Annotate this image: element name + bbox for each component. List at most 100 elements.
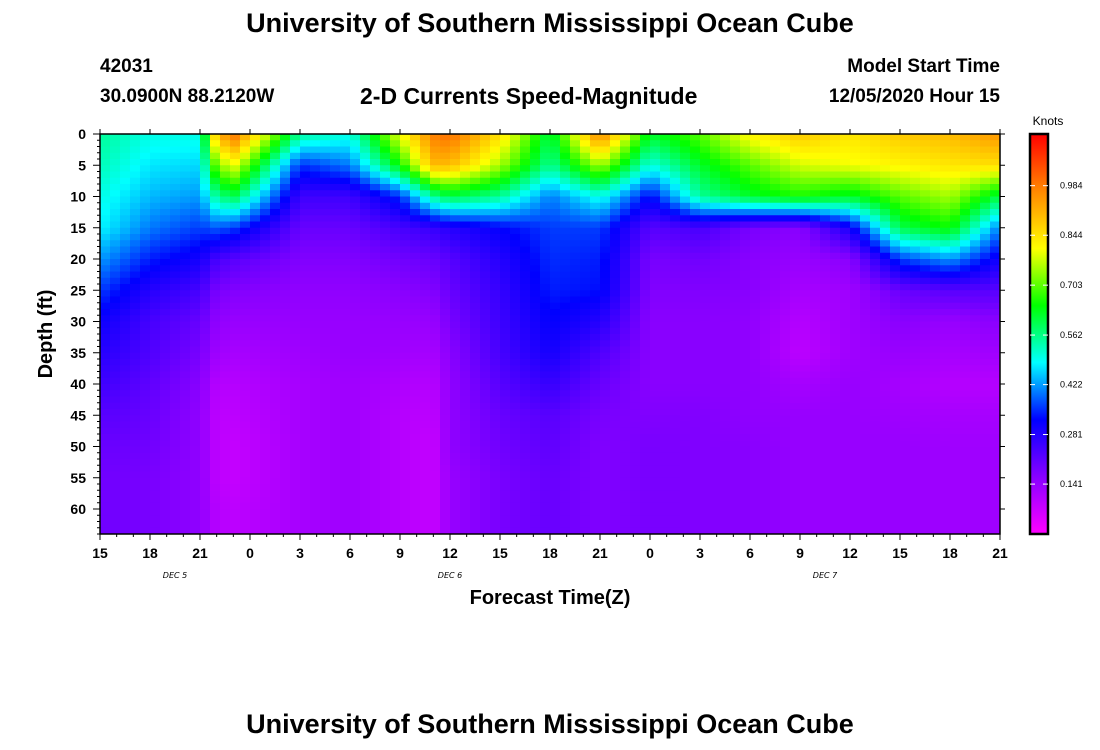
heatmap-cell bbox=[620, 465, 631, 472]
heatmap-cell bbox=[380, 327, 391, 335]
heatmap-cell bbox=[200, 415, 211, 422]
heatmap-cell bbox=[380, 221, 391, 229]
heatmap-cell bbox=[490, 296, 501, 304]
heatmap-cell bbox=[430, 340, 441, 347]
heatmap-cell bbox=[750, 434, 761, 441]
heatmap-cell bbox=[260, 290, 271, 297]
heatmap-cell bbox=[530, 190, 541, 197]
heatmap-cell bbox=[770, 152, 781, 160]
heatmap-cell bbox=[580, 490, 591, 497]
heatmap-cell bbox=[800, 190, 811, 197]
heatmap-cell bbox=[410, 427, 421, 435]
heatmap-cell bbox=[260, 415, 271, 422]
heatmap-cell bbox=[390, 509, 401, 516]
heatmap-cell bbox=[800, 140, 811, 147]
heatmap-cell bbox=[350, 346, 361, 354]
heatmap-cell bbox=[300, 277, 311, 285]
heatmap-cell bbox=[260, 459, 271, 466]
heatmap-cell bbox=[290, 227, 301, 235]
heatmap-cell bbox=[460, 140, 471, 147]
heatmap-cell bbox=[580, 471, 591, 479]
heatmap-cell bbox=[180, 427, 191, 435]
heatmap-cell bbox=[670, 359, 681, 366]
heatmap-cell bbox=[320, 221, 331, 229]
heatmap-cell bbox=[740, 259, 751, 266]
heatmap-cell bbox=[850, 384, 861, 391]
heatmap-cell bbox=[770, 171, 781, 179]
heatmap-cell bbox=[360, 265, 371, 272]
heatmap-cell bbox=[340, 484, 351, 491]
heatmap-cell bbox=[740, 352, 751, 360]
heatmap-cell bbox=[870, 302, 881, 310]
heatmap-cell bbox=[360, 196, 371, 204]
heatmap-cell bbox=[750, 440, 761, 447]
heatmap-cell bbox=[340, 421, 351, 429]
heatmap-cell bbox=[340, 265, 351, 272]
heatmap-cell bbox=[150, 284, 161, 291]
heatmap-cell bbox=[710, 359, 721, 366]
heatmap-cell bbox=[840, 390, 851, 397]
heatmap-cell bbox=[340, 365, 351, 372]
heatmap-cell bbox=[570, 190, 581, 197]
heatmap-cell bbox=[540, 471, 551, 479]
heatmap-cell bbox=[130, 240, 141, 247]
heatmap-cell bbox=[680, 452, 691, 460]
heatmap-cell bbox=[240, 377, 251, 385]
heatmap-cell bbox=[770, 496, 781, 504]
heatmap-cell bbox=[750, 290, 761, 297]
heatmap-cell bbox=[540, 490, 551, 497]
heatmap-cell bbox=[350, 415, 361, 422]
heatmap-cell bbox=[160, 459, 171, 466]
heatmap-cell bbox=[460, 177, 471, 185]
heatmap-cell bbox=[580, 302, 591, 310]
heatmap-cell bbox=[120, 359, 131, 366]
heatmap-cell bbox=[590, 152, 601, 160]
heatmap-cell bbox=[840, 146, 851, 154]
heatmap-cell bbox=[330, 440, 341, 447]
heatmap-cell bbox=[650, 221, 661, 229]
heatmap-cell bbox=[340, 277, 351, 285]
heatmap-cell bbox=[260, 334, 271, 341]
heatmap-cell bbox=[330, 390, 341, 397]
heatmap-cell bbox=[130, 296, 141, 304]
heatmap-cell bbox=[120, 502, 131, 510]
heatmap-cell bbox=[790, 452, 801, 460]
heatmap-cell bbox=[300, 509, 311, 516]
heatmap-cell bbox=[800, 465, 811, 472]
heatmap-cell bbox=[640, 346, 651, 354]
heatmap-cell bbox=[410, 521, 421, 529]
heatmap-cell bbox=[310, 252, 321, 260]
heatmap-cell bbox=[850, 146, 861, 154]
heatmap-cell bbox=[350, 371, 361, 379]
heatmap-cell bbox=[620, 209, 631, 216]
heatmap-cell bbox=[370, 446, 381, 454]
heatmap-cell bbox=[560, 259, 571, 266]
heatmap-cell bbox=[760, 202, 771, 210]
heatmap-cell bbox=[270, 452, 281, 460]
heatmap-cell bbox=[550, 521, 561, 529]
heatmap-cell bbox=[510, 477, 521, 485]
heatmap-cell bbox=[110, 321, 121, 329]
heatmap-cell bbox=[680, 490, 691, 497]
heatmap-cell bbox=[600, 527, 611, 535]
heatmap-cell bbox=[110, 334, 121, 341]
heatmap-cell bbox=[690, 371, 701, 379]
heatmap-cell bbox=[670, 477, 681, 485]
heatmap-cell bbox=[770, 402, 781, 410]
heatmap-cell bbox=[250, 252, 261, 260]
heatmap-cell bbox=[580, 327, 591, 335]
heatmap-cell bbox=[500, 515, 511, 522]
heatmap-cell bbox=[100, 359, 111, 366]
heatmap-cell bbox=[750, 446, 761, 454]
heatmap-cell bbox=[520, 290, 531, 297]
heatmap-cell bbox=[530, 177, 541, 185]
heatmap-cell bbox=[320, 259, 331, 266]
heatmap-cell bbox=[460, 359, 471, 366]
heatmap-cell bbox=[350, 152, 361, 160]
heatmap-cell bbox=[410, 234, 421, 241]
heatmap-cell bbox=[270, 134, 281, 141]
heatmap-cell bbox=[250, 521, 261, 529]
heatmap-cell bbox=[690, 434, 701, 441]
heatmap-cell bbox=[410, 209, 421, 216]
heatmap-cell bbox=[580, 359, 591, 366]
